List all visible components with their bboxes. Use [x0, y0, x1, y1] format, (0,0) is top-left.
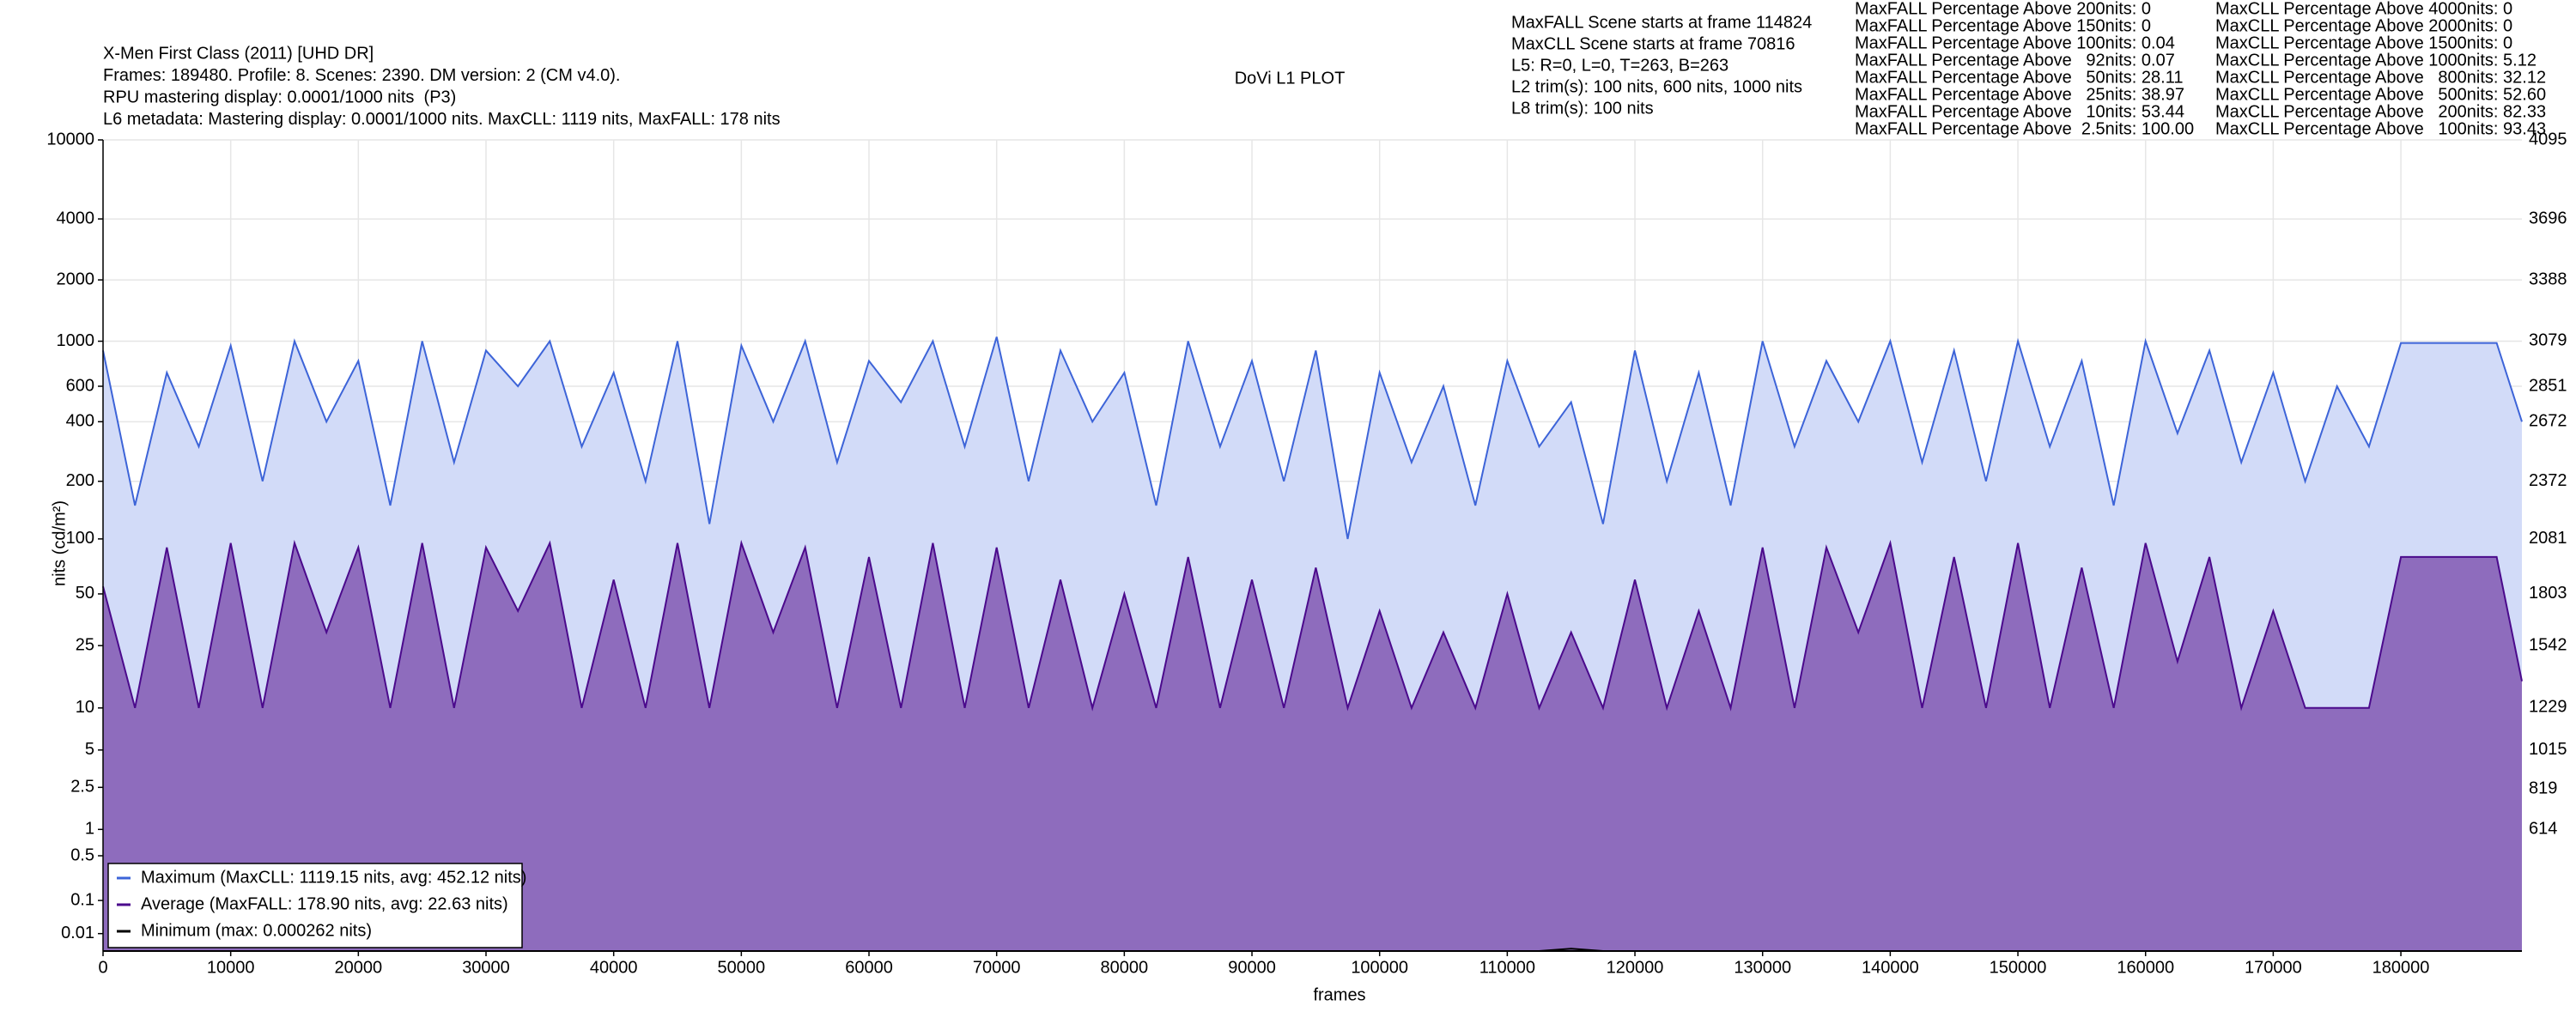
header-text: MaxCLL Percentage Above 1500nits: 0	[2215, 33, 2512, 52]
y-tick-label: 400	[66, 412, 94, 431]
x-tick-label: 50000	[718, 958, 766, 977]
x-tick-label: 20000	[335, 958, 383, 977]
y2-tick-label: 3696	[2529, 209, 2567, 227]
legend-label: Minimum (max: 0.000262 nits)	[141, 921, 372, 940]
y2-tick-label: 819	[2529, 779, 2557, 797]
y-tick-label: 0.5	[70, 845, 94, 864]
header-text: MaxFALL Percentage Above 10nits: 53.44	[1855, 102, 2184, 121]
header-text: MaxFALL Percentage Above 100nits: 0.04	[1855, 33, 2175, 52]
y2-tick-label: 3388	[2529, 270, 2567, 288]
header-text: MaxFALL Percentage Above 50nits: 28.11	[1855, 68, 2183, 87]
y-tick-label: 25	[76, 635, 94, 654]
header-text: MaxCLL Percentage Above 2000nits: 0	[2215, 16, 2512, 35]
x-tick-label: 10000	[207, 958, 255, 977]
y2-tick-label: 4095	[2529, 130, 2567, 148]
y-tick-label: 200	[66, 471, 94, 490]
y-tick-label: 2.5	[70, 778, 94, 797]
header-text: MaxCLL Percentage Above 500nits: 52.60	[2215, 85, 2546, 104]
y2-tick-label: 2851	[2529, 376, 2567, 395]
x-tick-label: 140000	[1862, 958, 1919, 977]
y-tick-label: 10	[76, 698, 94, 717]
header-text: MaxFALL Scene starts at frame 114824	[1511, 13, 1812, 32]
series-line	[102, 336, 2523, 540]
y-tick-label: 0.1	[70, 890, 94, 909]
x-tick-label: 180000	[2372, 958, 2430, 977]
header-text: MaxCLL Percentage Above 100nits: 93.43	[2215, 119, 2546, 138]
header-text: L6 metadata: Mastering display: 0.0001/1…	[103, 110, 781, 129]
header-text: MaxCLL Percentage Above 4000nits: 0	[2215, 0, 2512, 18]
x-tick-label: 60000	[845, 958, 893, 977]
x-tick-label: 40000	[590, 958, 638, 977]
y-tick-label: 50	[76, 584, 94, 603]
y2-tick-label: 1015	[2529, 740, 2567, 759]
header-text: Frames: 189480. Profile: 8. Scenes: 2390…	[103, 66, 620, 85]
y2-tick-label: 2081	[2529, 529, 2567, 548]
legend-label: Average (MaxFALL: 178.90 nits, avg: 22.6…	[141, 894, 508, 913]
header-text: MaxFALL Percentage Above 2.5nits: 100.00	[1855, 119, 2194, 138]
y-tick-label: 10000	[46, 130, 94, 148]
x-axis-label: frames	[1313, 985, 1365, 1004]
x-tick-label: 0	[98, 958, 107, 977]
y2-tick-label: 2672	[2529, 412, 2567, 431]
chart-title: DoVi L1 PLOT	[1235, 69, 1346, 88]
x-tick-label: 110000	[1479, 958, 1535, 977]
x-tick-label: 120000	[1607, 958, 1664, 977]
header-text: MaxCLL Percentage Above 200nits: 82.33	[2215, 102, 2546, 121]
x-tick-label: 30000	[462, 958, 510, 977]
series-line	[102, 539, 2523, 712]
x-tick-label: 90000	[1228, 958, 1276, 977]
series-area	[103, 542, 2522, 951]
y-tick-label: 100	[66, 529, 94, 548]
x-tick-label: 100000	[1351, 958, 1408, 977]
header-text: MaxCLL Percentage Above 1000nits: 5.12	[2215, 51, 2537, 70]
header-text: X-Men First Class (2011) [UHD DR]	[103, 44, 374, 63]
x-tick-label: 130000	[1734, 958, 1791, 977]
y-axis-label: nits (cd/m²)	[50, 500, 69, 586]
y2-tick-label: 1803	[2529, 584, 2567, 603]
x-tick-label: 80000	[1101, 958, 1149, 977]
header-text: MaxCLL Percentage Above 800nits: 32.12	[2215, 68, 2546, 87]
y2-tick-label: 614	[2529, 820, 2557, 839]
y2-tick-label: 3079	[2529, 331, 2567, 350]
y2-tick-label: 1542	[2529, 635, 2567, 654]
x-tick-label: 160000	[2117, 958, 2174, 977]
header-text: MaxFALL Percentage Above 200nits: 0	[1855, 0, 2151, 18]
x-tick-label: 70000	[973, 958, 1021, 977]
y-tick-label: 4000	[57, 209, 95, 227]
y2-tick-label: 1229	[2529, 698, 2567, 717]
y-tick-label: 1000	[57, 331, 95, 350]
header-text: L8 trim(s): 100 nits	[1511, 99, 1654, 118]
y-tick-label: 5	[85, 740, 94, 759]
header-text: L2 trim(s): 100 nits, 600 nits, 1000 nit…	[1511, 77, 1802, 96]
y2-tick-label: 2372	[2529, 471, 2567, 490]
header-text: L5: R=0, L=0, T=263, B=263	[1511, 56, 1728, 75]
y-tick-label: 1	[85, 820, 94, 839]
header-text: MaxFALL Percentage Above 92nits: 0.07	[1855, 51, 2175, 70]
header-text: MaxFALL Percentage Above 25nits: 38.97	[1855, 85, 2184, 104]
header-text: MaxCLL Scene starts at frame 70816	[1511, 34, 1795, 53]
y-tick-label: 600	[66, 376, 94, 395]
y-tick-label: 0.01	[61, 924, 94, 942]
x-tick-label: 150000	[1990, 958, 2047, 977]
header-text: RPU mastering display: 0.0001/1000 nits …	[103, 88, 456, 106]
x-tick-label: 170000	[2245, 958, 2302, 977]
header-text: MaxFALL Percentage Above 150nits: 0	[1855, 16, 2151, 35]
legend-label: Maximum (MaxCLL: 1119.15 nits, avg: 452.…	[141, 868, 526, 887]
y-tick-label: 2000	[57, 270, 95, 288]
legend-box	[107, 863, 523, 948]
